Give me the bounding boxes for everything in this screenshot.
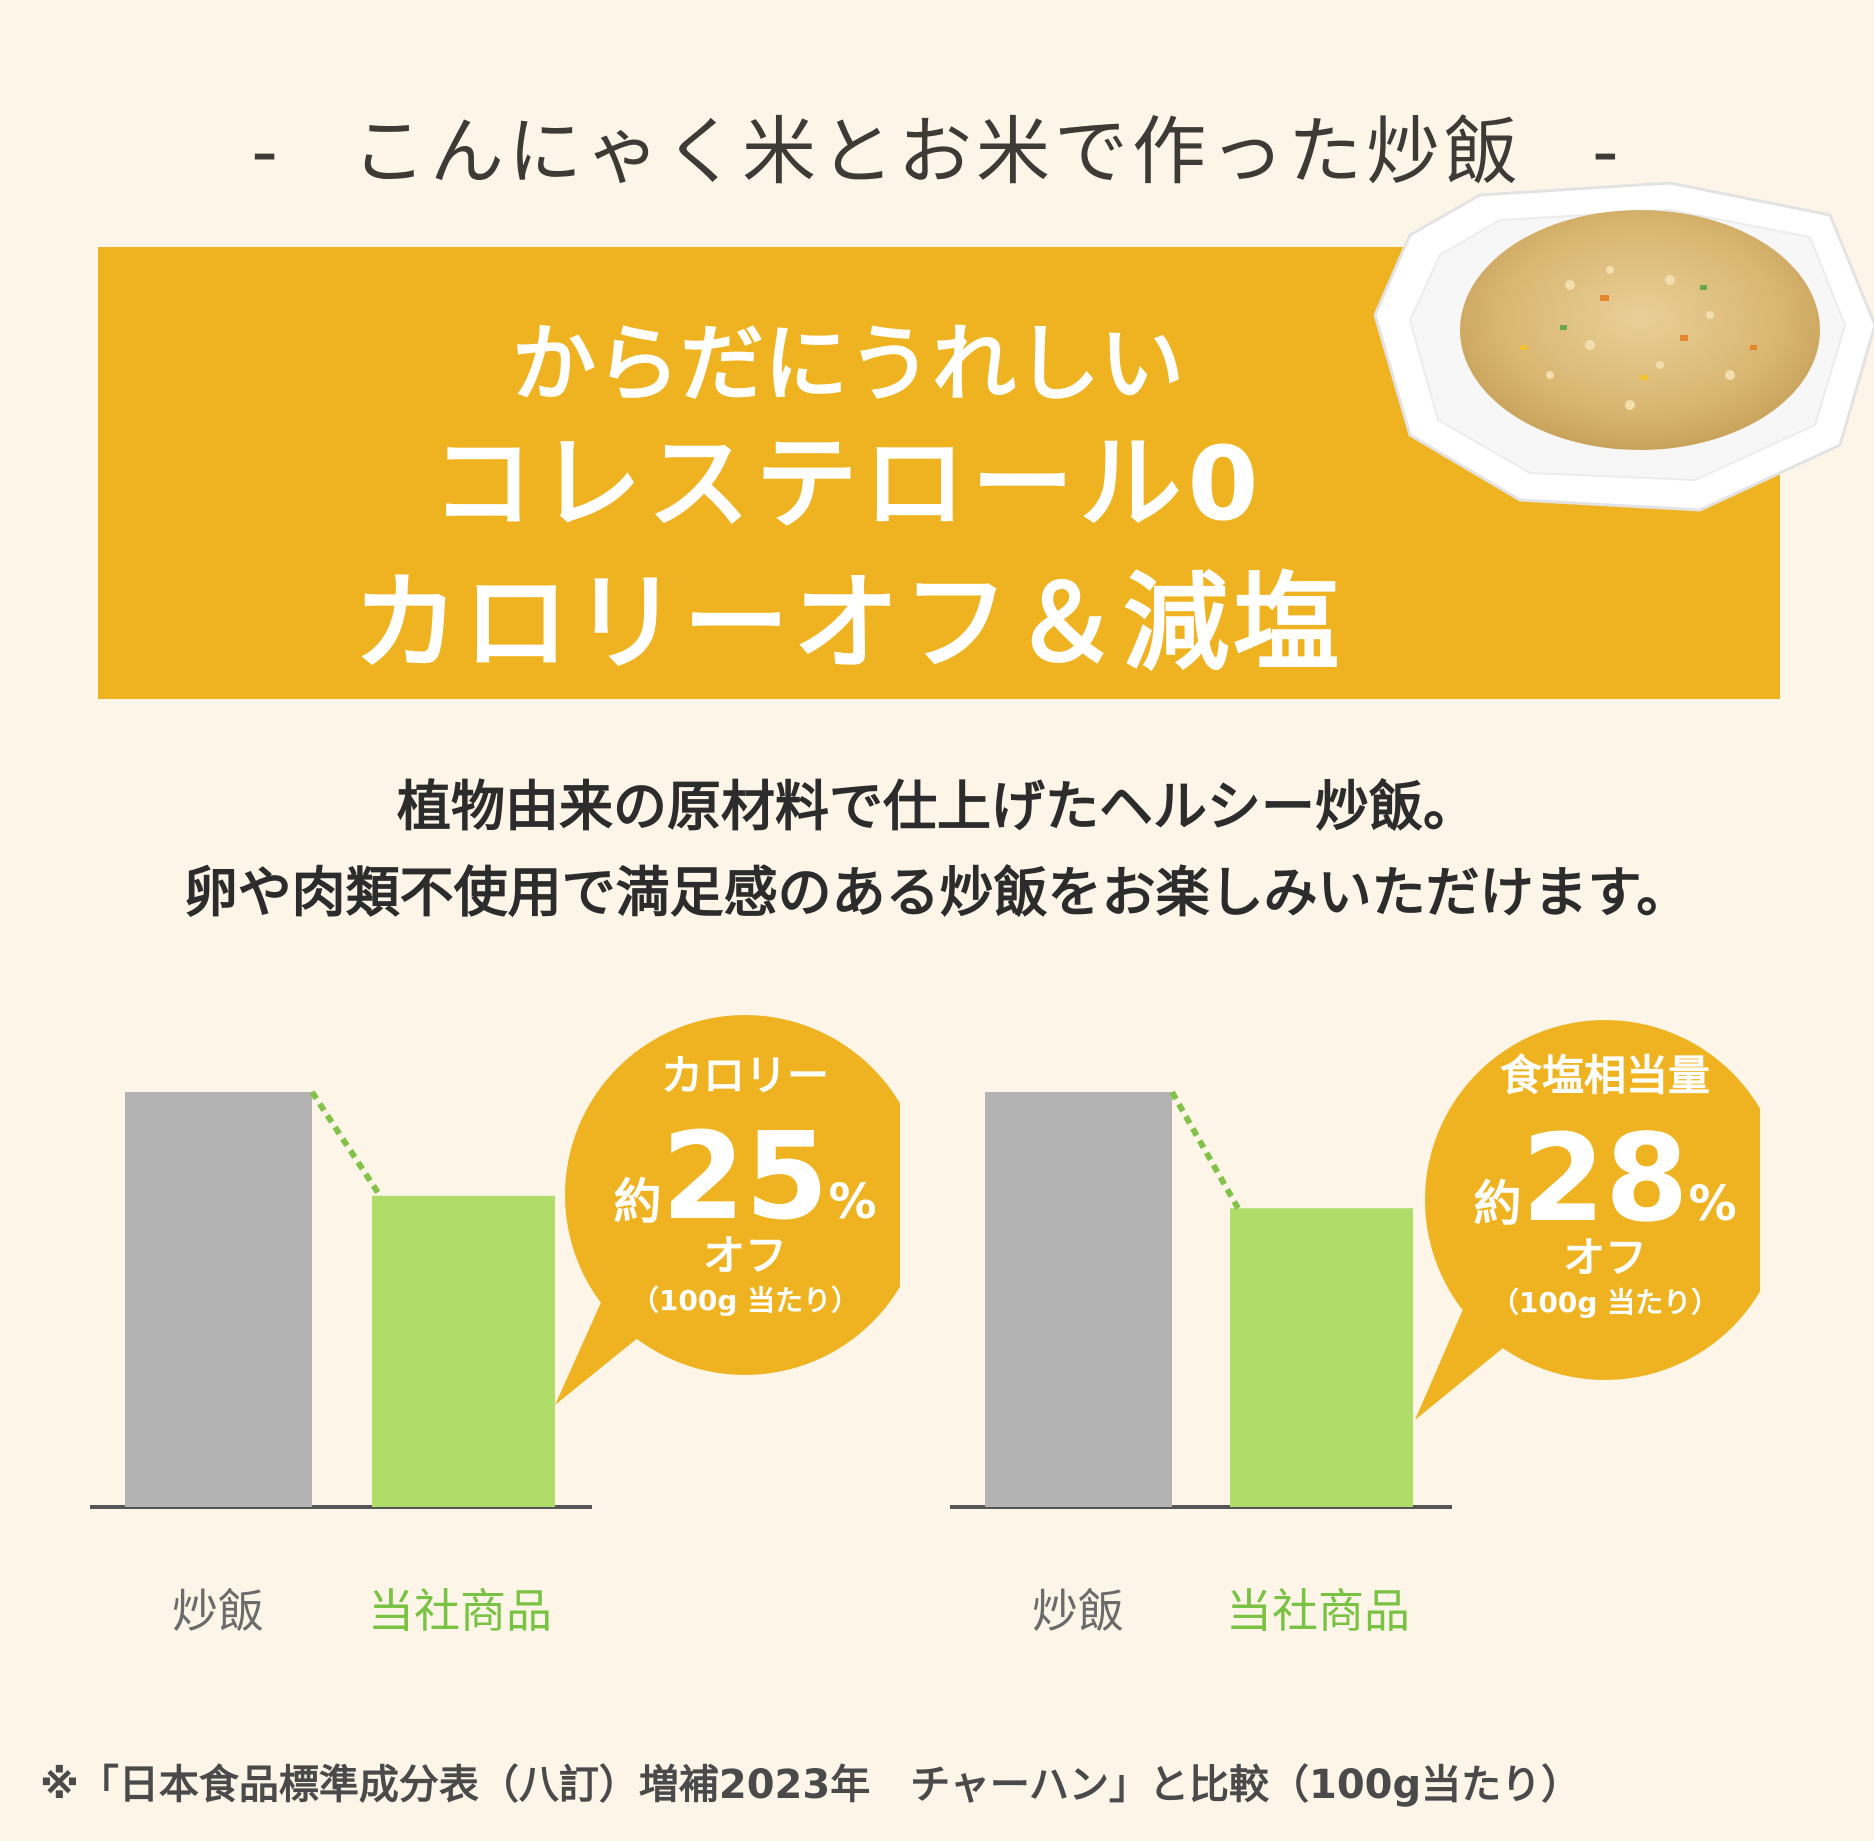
callout-note: （100g 当たり） xyxy=(1491,1286,1719,1319)
bar-our-product xyxy=(372,1195,555,1507)
rice-bits xyxy=(1546,266,1735,410)
category-label-our-product: 当社商品 xyxy=(1226,1584,1410,1638)
salt-chart: 食塩相当量 約28% オフ （100g 当たり） xyxy=(950,1020,1760,1509)
callout-prefix: 約 xyxy=(1473,1176,1521,1232)
callout-suffix: オフ xyxy=(1563,1233,1647,1282)
dotted-connector xyxy=(1169,1090,1241,1210)
bar-fried-rice xyxy=(125,1092,312,1507)
callout-title: 食塩相当量 xyxy=(1500,1051,1710,1100)
banner-line-1: からだにうれしい xyxy=(511,315,1184,413)
category-label-fried-rice: 炒飯 xyxy=(172,1584,264,1638)
dotted-connector xyxy=(309,1090,383,1198)
callout-title: カロリー xyxy=(661,1051,829,1100)
bar-fried-rice xyxy=(985,1092,1172,1507)
rice-mound xyxy=(1460,210,1820,450)
callout-suffix: オフ xyxy=(703,1231,787,1280)
callout-unit: % xyxy=(1688,1176,1736,1232)
banner-line-3: カロリーオフ＆減塩 xyxy=(353,562,1343,685)
bar-our-product xyxy=(1230,1208,1413,1507)
callout-prefix: 約 xyxy=(613,1174,661,1230)
callout-value-line: 約25% xyxy=(613,1108,876,1247)
description-line-2: 卵や肉類不使用で満足感のある炒飯をお楽しみいただけます。 xyxy=(183,861,1691,924)
callout-unit: % xyxy=(828,1174,876,1230)
callout-value: 25 xyxy=(661,1108,828,1247)
description-line-1: 植物由来の原材料で仕上げたヘルシー炒飯。 xyxy=(397,775,1477,838)
vegetable-bits xyxy=(1520,285,1757,380)
bubble-circle xyxy=(1425,1020,1760,1380)
calorie-chart: カロリー 約25% オフ （100g 当たり） xyxy=(90,1015,900,1509)
callout-value-line: 約28% xyxy=(1473,1110,1736,1249)
page-title: - こんにゃく米とお米で作った炒飯 - xyxy=(0,92,1874,199)
title-dash-right: - xyxy=(1592,109,1623,195)
callout-bubble: カロリー 約25% オフ （100g 当たり） xyxy=(555,1015,900,1405)
fried-rice-dish-image xyxy=(1373,181,1874,512)
category-label-fried-rice: 炒飯 xyxy=(1032,1584,1124,1638)
footnote: ※「日本食品標準成分表（八訂）増補2023年 チャーハン」と比較（100g当たり… xyxy=(40,1762,1582,1808)
banner-line-2: コレステロール0 xyxy=(431,425,1265,544)
title-dash-left: - xyxy=(251,109,282,195)
bubble-circle xyxy=(565,1015,900,1375)
callout-value: 28 xyxy=(1521,1110,1688,1249)
callout-bubble: 食塩相当量 約28% オフ （100g 当たり） xyxy=(1415,1020,1760,1420)
category-label-our-product: 当社商品 xyxy=(368,1584,552,1638)
callout-note: （100g 当たり） xyxy=(631,1284,859,1317)
title-text: こんにゃく米とお米で作った炒飯 xyxy=(352,109,1522,195)
